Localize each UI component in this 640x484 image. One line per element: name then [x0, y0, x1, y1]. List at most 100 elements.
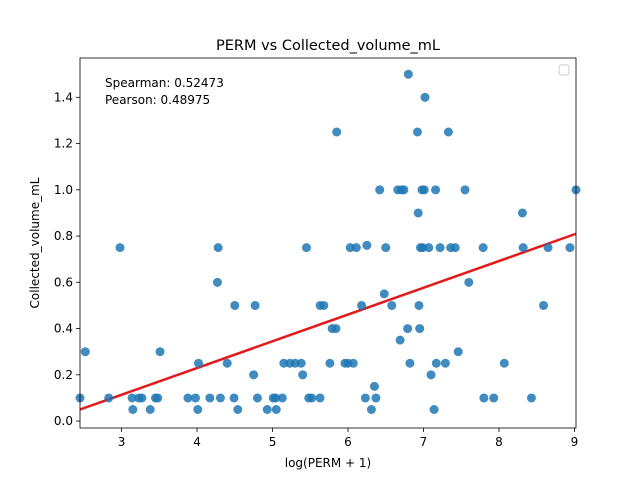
scatter-point — [212, 277, 222, 287]
scatter-point — [191, 393, 201, 403]
scatter-point — [499, 358, 509, 368]
y-tick-label: 1.4 — [54, 90, 73, 104]
scatter-point — [460, 185, 470, 195]
scatter-point — [518, 243, 528, 253]
scatter-point — [415, 324, 425, 334]
x-tick-label: 6 — [344, 435, 352, 449]
scatter-point — [440, 358, 450, 368]
scatter-point — [222, 358, 232, 368]
scatter-point — [233, 405, 243, 414]
scatter-point — [435, 243, 445, 253]
scatter-point — [395, 335, 405, 345]
scatter-point — [379, 289, 389, 299]
plot-frame — [79, 57, 577, 429]
regression-line — [79, 232, 577, 411]
scatter-point — [213, 243, 223, 253]
scatter-point — [194, 358, 204, 368]
scatter-point — [431, 358, 441, 368]
scatter-point — [371, 393, 381, 403]
scatter-point — [348, 358, 358, 368]
y-tick-label: 0.4 — [54, 322, 73, 336]
points-layer — [75, 69, 581, 414]
scatter-point — [296, 358, 306, 368]
scatter-point — [431, 185, 441, 195]
scatter-point — [230, 300, 240, 310]
scatter-point — [357, 300, 367, 310]
plot-area — [80, 58, 576, 428]
scatter-point — [104, 393, 114, 403]
scatter-point — [403, 69, 413, 79]
y-axis: 0.0 0.2 0.4 0.6 0.8 1.0 1.2 1.4 — [54, 90, 80, 428]
fit-line-layer — [79, 232, 577, 411]
scatter-point — [539, 300, 549, 310]
scatter-point — [115, 243, 125, 253]
scatter-point — [332, 127, 342, 137]
scatter-point — [271, 405, 281, 414]
y-tick-label: 0.8 — [54, 229, 73, 243]
y-tick-label: 0.6 — [54, 275, 73, 289]
scatter-point — [262, 405, 272, 414]
scatter-point — [215, 393, 225, 403]
scatter-point — [249, 370, 259, 380]
x-tick-label: 8 — [495, 435, 503, 449]
scatter-point — [412, 127, 422, 137]
scatter-point — [271, 393, 281, 403]
scatter-point — [369, 381, 379, 391]
scatter-point — [419, 185, 429, 195]
scatter-point — [464, 277, 474, 287]
scatter-point — [127, 393, 137, 403]
scatter-point — [205, 393, 215, 403]
scatter-point — [128, 405, 138, 414]
scatter-point — [80, 347, 90, 357]
scatter-point — [307, 393, 317, 403]
scatter-point — [250, 300, 260, 310]
x-axis: 3 4 5 6 7 8 9 — [118, 428, 579, 449]
scatter-point — [424, 243, 434, 253]
scatter-point — [413, 208, 423, 218]
scatter-point — [229, 393, 239, 403]
scatter-point — [381, 243, 391, 253]
scatter-point — [420, 92, 430, 102]
scatter-point — [298, 370, 308, 380]
scatter-point — [403, 324, 413, 334]
scatter-point — [375, 185, 385, 195]
scatter-point — [543, 243, 553, 253]
x-axis-label: log(PERM + 1) — [285, 456, 371, 470]
scatter-point — [155, 347, 165, 357]
y-axis-label: Collected_volume_mL — [28, 177, 42, 308]
scatter-point — [526, 393, 536, 403]
scatter-point — [478, 243, 488, 253]
y-tick-label: 1.0 — [54, 183, 73, 197]
scatter-point — [183, 393, 193, 403]
x-tick-label: 9 — [571, 435, 579, 449]
x-tick-label: 4 — [193, 435, 201, 449]
y-tick-label: 0.0 — [54, 414, 73, 428]
scatter-point — [193, 405, 203, 414]
scatter-point — [351, 243, 361, 253]
scatter-point — [479, 393, 489, 403]
scatter-point — [331, 324, 341, 334]
scatter-point — [414, 300, 424, 310]
scatter-point — [426, 370, 436, 380]
scatter-point — [405, 358, 415, 368]
scatter-point — [450, 243, 460, 253]
scatter-point — [153, 393, 163, 403]
scatter-point — [366, 405, 376, 414]
scatter-point — [429, 405, 439, 414]
pearson-annotation: Pearson: 0.48975 — [105, 93, 210, 107]
scatter-point — [315, 393, 325, 403]
scatter-point — [362, 240, 372, 250]
scatter-point — [252, 393, 262, 403]
scatter-point — [277, 393, 287, 403]
scatter-point — [565, 243, 575, 253]
scatter-point — [489, 393, 499, 403]
y-tick-label: 0.2 — [54, 368, 73, 382]
scatter-point — [453, 347, 463, 357]
scatter-point — [517, 208, 527, 218]
legend-box — [558, 64, 570, 76]
scatter-point — [301, 243, 311, 253]
scatter-point — [137, 393, 147, 403]
x-tick-label: 5 — [269, 435, 277, 449]
